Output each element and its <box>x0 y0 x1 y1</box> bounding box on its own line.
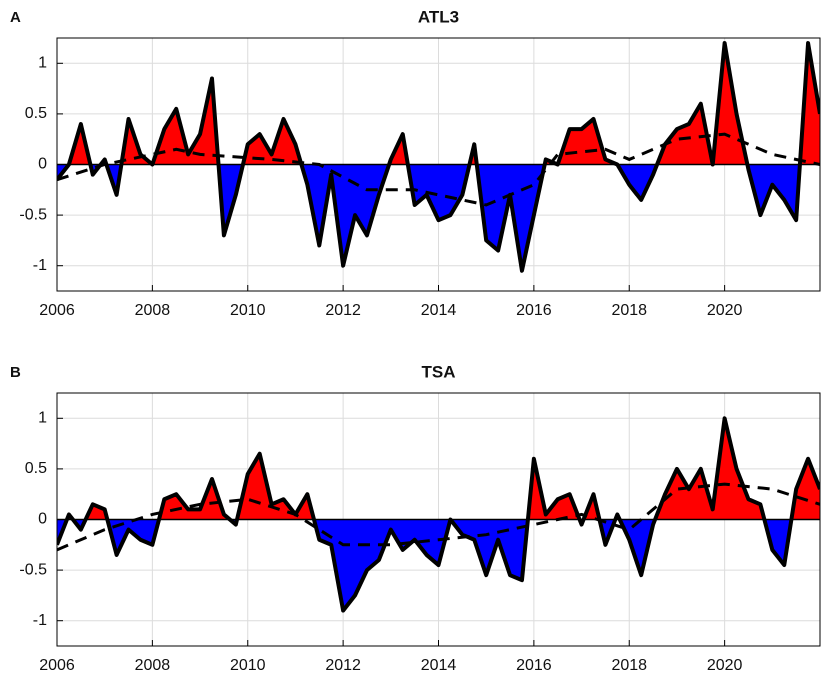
x-tick-label: 2014 <box>421 302 457 319</box>
chart-title: ATL3 <box>418 7 459 26</box>
x-tick-label: 2010 <box>230 302 266 319</box>
x-tick-label: 2008 <box>135 657 171 674</box>
y-tick-label: 0 <box>38 511 47 528</box>
trend-line <box>57 482 820 552</box>
x-tick-label: 2006 <box>39 302 75 319</box>
anomaly-line <box>57 41 820 273</box>
x-tick-label: 2010 <box>230 657 266 674</box>
plot-frame <box>56 37 821 292</box>
x-tick-label: 2008 <box>135 302 171 319</box>
y-tick-label: -1 <box>33 257 47 274</box>
x-tick-label: 2020 <box>707 657 743 674</box>
y-tick-label: 0 <box>38 156 47 173</box>
y-tick-label: 0.5 <box>25 460 47 477</box>
y-tick-label: -1 <box>33 612 47 629</box>
panel-label: A <box>10 9 21 26</box>
x-tick-label: 2016 <box>516 657 552 674</box>
x-tick-label: 2020 <box>707 302 743 319</box>
anomaly-line <box>57 416 820 613</box>
x-tick-label: 2012 <box>325 657 361 674</box>
panel-label: B <box>10 364 21 381</box>
x-tick-label: 2018 <box>611 657 647 674</box>
x-tick-label: 2016 <box>516 302 552 319</box>
chart-title: TSA <box>422 362 456 381</box>
x-tick-label: 2006 <box>39 657 75 674</box>
y-tick-label: -0.5 <box>19 206 47 223</box>
y-tick-label: 1 <box>38 55 47 72</box>
positive-area <box>57 418 820 520</box>
x-tick-label: 2014 <box>421 657 457 674</box>
plot-frame <box>56 392 821 647</box>
x-tick-label: 2018 <box>611 302 647 319</box>
y-tick-label: 1 <box>38 410 47 427</box>
trend-line <box>57 132 820 207</box>
y-tick-label: 0.5 <box>25 105 47 122</box>
y-tick-label: -0.5 <box>19 561 47 578</box>
x-tick-label: 2012 <box>325 302 361 319</box>
